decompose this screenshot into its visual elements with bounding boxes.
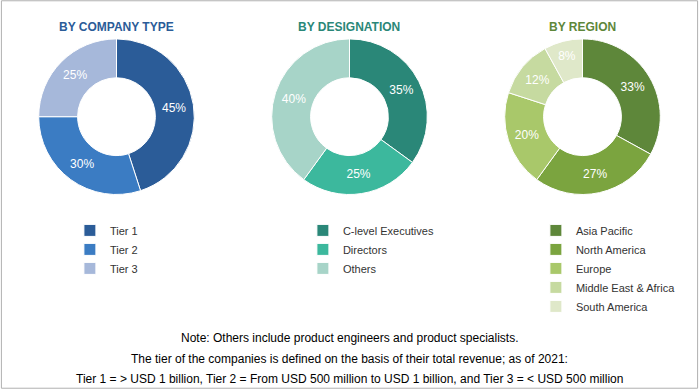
svg-text:8%: 8% [558, 49, 576, 63]
svg-text:Others: Others [343, 263, 377, 275]
svg-text:South America: South America [576, 301, 648, 313]
svg-text:BY REGION: BY REGION [549, 20, 616, 34]
svg-text:Tier 1 = > USD 1 billion, Tier: Tier 1 = > USD 1 billion, Tier 2 = From … [76, 372, 623, 386]
svg-text:Tier 2: Tier 2 [110, 244, 138, 256]
svg-text:Asia Pacific: Asia Pacific [576, 225, 633, 237]
svg-text:Note: Others include product e: Note: Others include product engineers a… [181, 331, 519, 345]
svg-text:35%: 35% [389, 83, 413, 97]
svg-text:Tier 3: Tier 3 [110, 263, 138, 275]
svg-text:BY DESIGNATION: BY DESIGNATION [298, 20, 400, 34]
svg-text:25%: 25% [346, 167, 370, 181]
svg-text:12%: 12% [525, 73, 549, 87]
svg-text:27%: 27% [583, 167, 607, 181]
svg-text:Europe: Europe [576, 263, 611, 275]
svg-text:20%: 20% [515, 128, 539, 142]
svg-text:BY COMPANY TYPE: BY COMPANY TYPE [59, 20, 174, 34]
svg-text:33%: 33% [621, 80, 645, 94]
svg-text:Middle East & Africa: Middle East & Africa [576, 282, 675, 294]
svg-text:Tier 1: Tier 1 [110, 225, 138, 237]
svg-text:C-level Executives: C-level Executives [343, 225, 434, 237]
svg-text:40%: 40% [282, 92, 306, 106]
svg-text:30%: 30% [70, 157, 94, 171]
svg-text:45%: 45% [162, 101, 186, 115]
svg-text:25%: 25% [63, 68, 87, 82]
svg-text:The tier of the companies is d: The tier of the companies is defined on … [131, 352, 568, 366]
svg-text:North America: North America [576, 244, 647, 256]
svg-text:Directors: Directors [343, 244, 388, 256]
